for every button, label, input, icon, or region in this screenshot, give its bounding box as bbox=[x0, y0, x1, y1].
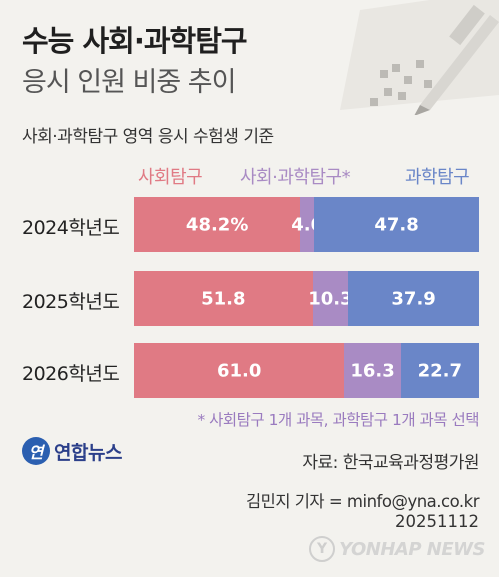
yonhap-logo-icon: 연 bbox=[22, 437, 50, 465]
reporter-credit: 김민지 기자 = minfo@yna.co.kr bbox=[245, 492, 480, 511]
yonhap-watermark-text: YONHAP NEWS bbox=[339, 538, 485, 560]
bar-segment: 4.0 bbox=[291, 197, 323, 252]
data-label: 10.3 bbox=[308, 288, 353, 309]
category-label: 2024학년도 bbox=[22, 217, 120, 239]
bar-segment: 37.9 bbox=[348, 271, 479, 326]
bar-row: 48.2% 4.0 47.8 bbox=[134, 197, 479, 252]
chart-title: 수능 사회·과학탐구 bbox=[22, 24, 248, 58]
bar-row: 61.0 16.3 22.7 bbox=[134, 343, 479, 398]
legend-science: 과학탐구 bbox=[405, 167, 470, 188]
source-text: 자료: 한국교육과정평가원 bbox=[302, 453, 479, 473]
category-label: 2026학년도 bbox=[22, 363, 120, 385]
bar-segment: 51.8 bbox=[134, 271, 313, 326]
yonhap-watermark-icon: Y bbox=[309, 536, 336, 562]
yonhap-logo: 연 연합뉴스 bbox=[22, 437, 122, 465]
data-label: 37.9 bbox=[391, 288, 436, 309]
footnote: * 사회탐구 1개 과목, 과학탐구 1개 과목 선택 bbox=[197, 411, 479, 429]
bar-segment: 48.2% bbox=[134, 197, 301, 252]
data-label: 16.3 bbox=[350, 360, 395, 381]
data-label: 22.7 bbox=[417, 360, 463, 381]
pen-and-sheet-illustration bbox=[340, 0, 499, 115]
yonhap-watermark: Y YONHAP NEWS bbox=[309, 536, 485, 562]
data-label: 61.0 bbox=[217, 360, 262, 381]
bar-segment: 16.3 bbox=[344, 343, 401, 398]
data-label: 47.8 bbox=[374, 214, 419, 235]
bar-segment: 61.0 bbox=[134, 343, 345, 398]
bar-row: 51.8 10.3 37.9 bbox=[134, 271, 479, 326]
bar-segment: 47.8 bbox=[314, 197, 479, 252]
yonhap-logo-text: 연합뉴스 bbox=[54, 441, 122, 464]
data-label: 51.8 bbox=[201, 288, 246, 309]
bar-segment: 22.7 bbox=[400, 343, 479, 398]
legend-social-studies: 사회탐구 bbox=[138, 167, 203, 188]
chart-caption: 사회·과학탐구 영역 응시 수험생 기준 bbox=[22, 127, 274, 147]
category-label: 2025학년도 bbox=[22, 291, 120, 313]
bar-segment: 10.3 bbox=[308, 271, 353, 326]
data-label: 48.2% bbox=[185, 214, 249, 235]
legend-social-science-mixed: 사회·과학탐구* bbox=[240, 167, 351, 188]
chart-subtitle: 응시 인원 비중 추이 bbox=[22, 67, 236, 98]
publish-date: 20251112 bbox=[395, 512, 479, 531]
